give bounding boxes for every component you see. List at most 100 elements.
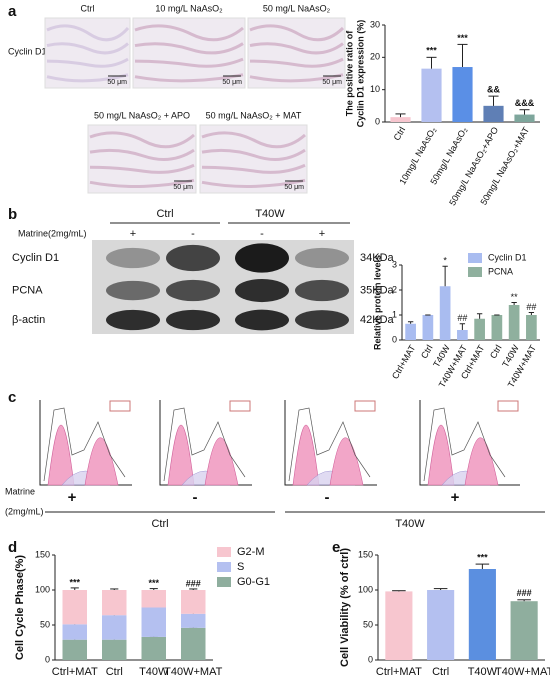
tissue	[134, 24, 244, 42]
panel-label: b	[8, 206, 17, 223]
tissue	[134, 42, 244, 55]
annotation: ***	[457, 33, 468, 43]
x-tick-label: T40W	[468, 666, 498, 678]
bar-segment	[102, 615, 127, 640]
treatment-sign: +	[68, 489, 77, 506]
tissue	[134, 57, 244, 68]
legend-swatch	[217, 547, 231, 557]
peak-g2	[464, 437, 499, 486]
image-title: 50 mg/L NaAsO₂ + APO	[94, 110, 190, 120]
x-tick-label: Ctrl	[432, 666, 449, 678]
tissue	[201, 163, 306, 174]
y-axis-label: Cell Viability (% of ctrl)	[339, 548, 351, 667]
blot-band	[295, 279, 349, 302]
bar-segment	[102, 639, 127, 660]
bar	[439, 286, 451, 340]
tissue	[201, 148, 306, 161]
y-tick-label: 3	[392, 259, 397, 269]
tissue	[46, 73, 129, 83]
bar	[427, 590, 455, 660]
annotation: *	[443, 256, 447, 266]
image-title: Ctrl	[81, 3, 95, 13]
tissue	[46, 42, 129, 55]
x-tick-label: Ctrl+MAT	[52, 666, 98, 678]
scale-label: 50 μm	[322, 79, 342, 86]
bar	[474, 318, 485, 340]
annotation: ***	[148, 578, 159, 588]
blot-band	[235, 309, 289, 331]
tissue	[249, 57, 344, 68]
bar-segment	[141, 590, 166, 608]
x-tick-label: T40W+MAT	[164, 666, 222, 678]
legend-swatch	[217, 577, 231, 587]
tissue	[201, 178, 306, 188]
image-title: 50 mg/L NaAsO₂	[263, 3, 331, 13]
bar	[452, 67, 473, 122]
treatment-sign: +	[451, 489, 460, 506]
treatment-label: (2mg/mL)	[5, 506, 44, 516]
y-tick-label: 30	[370, 19, 380, 29]
blot-band	[295, 310, 349, 330]
tissue	[249, 24, 345, 42]
row-label: β-actin	[12, 314, 45, 326]
annotation: ###	[186, 578, 201, 588]
group-label: T40W	[395, 518, 425, 530]
group-label: Ctrl	[156, 208, 173, 220]
bar	[421, 68, 442, 122]
tissue	[89, 148, 195, 161]
y-tick-label: 10	[370, 84, 380, 94]
blot-band	[106, 280, 160, 301]
y-tick-label: 1	[392, 309, 397, 319]
bar	[510, 601, 538, 660]
y-tick-label: 0	[392, 334, 397, 344]
x-tick-label: Ctrl	[488, 343, 504, 360]
bar-segment	[62, 624, 87, 640]
panel-label: e	[332, 539, 340, 556]
bar-segment	[181, 613, 206, 628]
annotation: ***	[426, 46, 437, 56]
legend-swatch	[468, 267, 482, 277]
bar	[514, 114, 535, 122]
flow-legend	[109, 400, 131, 412]
panel-label: c	[8, 389, 16, 406]
y-tick-label: 50	[40, 619, 50, 629]
bar	[526, 315, 537, 340]
annotation: ##	[457, 313, 467, 323]
flow-legend	[229, 400, 251, 412]
tissue	[249, 42, 344, 55]
bar	[422, 315, 434, 340]
bar	[508, 305, 520, 340]
flow-legend	[354, 400, 376, 412]
bar-segment	[181, 590, 206, 614]
x-tick-label: Ctrl	[392, 125, 408, 142]
x-tick-label: Ctrl+MAT	[376, 666, 422, 678]
x-tick-label: Ctrl	[106, 666, 123, 678]
y-axis-label: Relative protein levels	[372, 255, 382, 350]
treatment-sign: -	[260, 228, 264, 240]
size-label: 35KDa	[360, 284, 395, 296]
size-label: 42KDa	[360, 314, 395, 326]
treatment-sign: -	[193, 489, 198, 506]
row-label: Cyclin D1	[8, 46, 47, 56]
y-tick-label: 20	[370, 52, 380, 62]
treatment-sign: -	[191, 228, 195, 240]
bar	[468, 569, 496, 660]
y-tick-label: 100	[358, 584, 373, 594]
y-tick-label: 50	[363, 619, 373, 629]
treatment-sign: +	[130, 228, 136, 240]
y-tick-label: 100	[35, 584, 50, 594]
y-tick-label: 0	[368, 654, 373, 664]
annotation: &&	[487, 85, 500, 95]
tissue	[89, 131, 195, 149]
legend-swatch	[468, 253, 482, 263]
treatment-label: Matrine	[5, 486, 35, 496]
bar	[491, 315, 503, 340]
bar-segment	[62, 590, 87, 625]
blot-band	[235, 243, 289, 273]
y-tick-label: 150	[358, 549, 373, 559]
annotation: ###	[517, 588, 532, 598]
y-tick-label: 0	[375, 116, 380, 126]
peak-g1	[167, 425, 195, 486]
fit-line	[288, 407, 371, 482]
